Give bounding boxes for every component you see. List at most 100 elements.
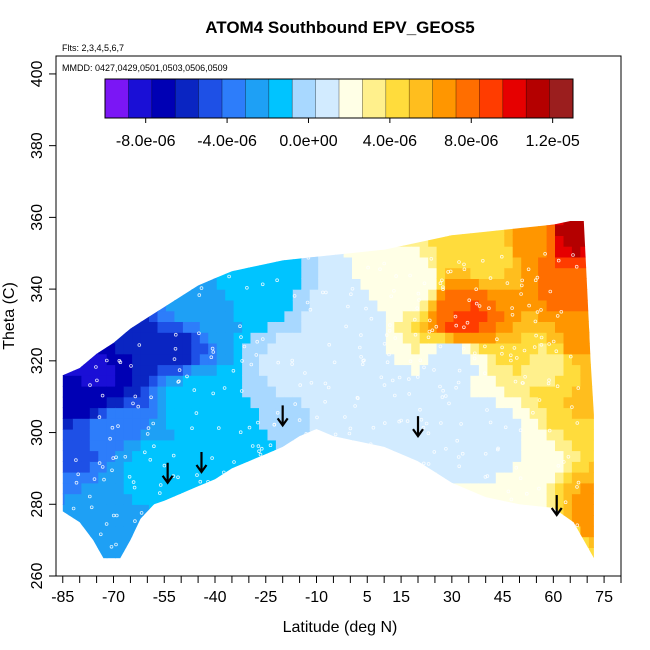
heat-cell xyxy=(411,493,421,505)
heat-cell xyxy=(555,310,565,322)
obs-point xyxy=(71,506,76,511)
heat-cell xyxy=(200,203,209,214)
heat-cell xyxy=(174,224,184,236)
heat-cell xyxy=(580,525,590,538)
heat-cell xyxy=(453,353,463,366)
heat-cell xyxy=(106,224,116,236)
heat-cell xyxy=(157,536,167,548)
obs-point xyxy=(231,368,236,373)
heat-cell xyxy=(309,364,319,376)
x-axis-label: Latitude (deg N) xyxy=(283,619,398,636)
heat-cell xyxy=(335,289,345,301)
heat-cell xyxy=(597,440,606,451)
heat-cell xyxy=(538,472,548,484)
heat-cell xyxy=(166,332,176,344)
heat-cell xyxy=(360,493,370,505)
heat-cell xyxy=(588,299,594,312)
heat-cell xyxy=(242,461,252,473)
heat-cell xyxy=(140,525,150,538)
heat-cell xyxy=(580,385,590,398)
obs-point xyxy=(426,335,431,340)
heat-cell xyxy=(250,321,260,333)
heat-cell xyxy=(360,439,370,452)
heat-cell xyxy=(436,299,446,312)
heat-cell xyxy=(233,472,243,484)
heat-cell xyxy=(546,342,556,355)
heat-cell xyxy=(377,385,387,398)
heat-cell xyxy=(309,439,319,452)
heat-cell xyxy=(250,385,260,398)
heat-cell xyxy=(242,375,252,387)
heat-cell xyxy=(216,235,226,247)
heat-cell xyxy=(580,289,590,301)
obs-point xyxy=(533,319,538,324)
heat-cell xyxy=(504,332,514,344)
heat-cell xyxy=(89,235,99,247)
heat-cell xyxy=(352,472,362,484)
heat-cell xyxy=(521,472,531,484)
heat-cell xyxy=(199,536,209,548)
heat-cell xyxy=(250,450,260,462)
heat-cell xyxy=(216,256,226,269)
heat-cell xyxy=(445,321,455,333)
heat-cell xyxy=(368,429,378,441)
heat-cell xyxy=(419,547,429,559)
heat-cell xyxy=(326,267,336,279)
heat-cell xyxy=(394,407,404,419)
heat-cell xyxy=(149,525,159,538)
heat-cell xyxy=(335,493,345,505)
heat-cell xyxy=(436,246,446,258)
heat-cell xyxy=(504,267,514,279)
heat-cell xyxy=(411,267,421,279)
heat-cell xyxy=(453,536,463,548)
heat-cell xyxy=(208,203,217,214)
obs-point xyxy=(575,523,580,527)
heat-cell xyxy=(216,450,226,462)
heat-cell xyxy=(149,310,159,322)
obs-point xyxy=(537,398,542,402)
heat-cell xyxy=(62,235,66,247)
heat-cell xyxy=(242,278,252,290)
obs-point xyxy=(397,375,402,380)
obs-point xyxy=(426,431,431,436)
heat-cell xyxy=(521,482,531,495)
obs-point xyxy=(260,337,265,341)
heat-cell xyxy=(233,235,243,247)
heat-cell xyxy=(250,221,260,226)
heat-cell xyxy=(504,289,514,301)
heat-cell xyxy=(259,558,268,569)
heat-cell xyxy=(132,450,142,462)
heat-cell xyxy=(174,364,184,376)
obs-point xyxy=(294,538,298,543)
heat-cell xyxy=(343,547,353,559)
heat-cell xyxy=(546,536,556,548)
heat-cell xyxy=(81,472,91,484)
heat-cell xyxy=(64,221,74,226)
heat-cell xyxy=(98,385,108,398)
heat-cell xyxy=(275,493,285,505)
heat-cell xyxy=(140,461,150,473)
obs-point xyxy=(509,358,513,363)
heat-cell xyxy=(529,461,539,473)
heat-cell xyxy=(470,429,480,441)
obs-point xyxy=(409,480,413,485)
heat-cell xyxy=(318,375,328,387)
heat-cell xyxy=(555,418,565,430)
obs-point xyxy=(343,415,347,419)
heat-cell xyxy=(394,450,404,462)
heat-cell xyxy=(436,418,446,430)
heat-cell xyxy=(157,235,167,247)
heat-cell xyxy=(588,278,594,290)
heat-cell xyxy=(157,246,167,258)
heat-cell xyxy=(275,224,285,236)
heat-cell xyxy=(64,385,74,398)
heat-cell xyxy=(225,515,235,527)
heat-cell xyxy=(326,493,336,505)
heat-cell xyxy=(259,342,269,355)
heat-cell xyxy=(98,224,108,236)
heat-cell xyxy=(411,375,421,387)
heat-cell xyxy=(268,558,277,569)
colorbar-swatch xyxy=(222,79,246,118)
heat-cell xyxy=(377,278,387,290)
heat-cell xyxy=(445,429,455,441)
